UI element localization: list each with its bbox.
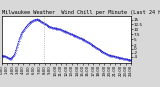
Text: Milwaukee Weather  Wind Chill per Minute (Last 24 Hours): Milwaukee Weather Wind Chill per Minute … <box>2 10 160 15</box>
